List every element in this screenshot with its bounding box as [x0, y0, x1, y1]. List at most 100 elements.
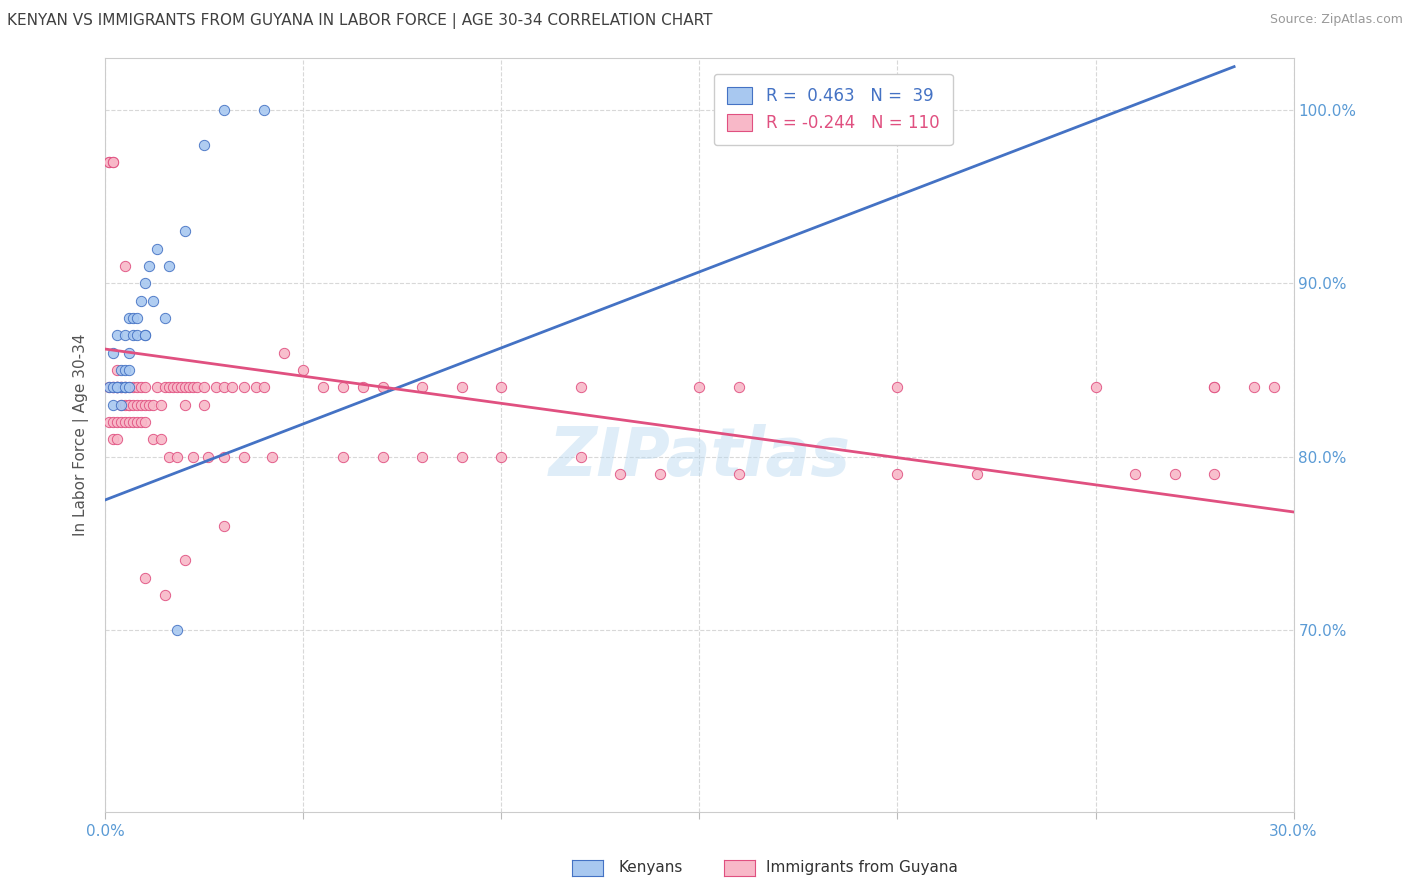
Point [162, 380, 184, 394]
Point [103, 345, 125, 359]
Point [371, 450, 394, 464]
Point [609, 467, 631, 481]
Point [129, 398, 152, 412]
Point [157, 380, 180, 394]
Point [170, 380, 193, 394]
Point [122, 415, 145, 429]
Point [173, 380, 195, 394]
Point [105, 363, 128, 377]
Point [193, 380, 215, 394]
Point [1204, 380, 1226, 394]
Point [114, 328, 136, 343]
Point [728, 467, 751, 481]
Point [966, 467, 988, 481]
Point [1243, 380, 1265, 394]
Point [110, 398, 132, 412]
Point [103, 380, 125, 394]
Point [105, 380, 128, 394]
Point [214, 103, 236, 117]
Point [1123, 467, 1146, 481]
Point [118, 415, 141, 429]
Point [103, 415, 125, 429]
Point [1204, 380, 1226, 394]
Point [105, 380, 128, 394]
Point [110, 380, 132, 394]
Point [114, 380, 136, 394]
Point [450, 450, 472, 464]
Point [127, 310, 149, 325]
Point [114, 380, 136, 394]
Point [105, 415, 128, 429]
Point [173, 553, 195, 567]
Point [103, 432, 125, 446]
Point [138, 259, 160, 273]
Point [214, 450, 236, 464]
Point [114, 363, 136, 377]
Point [110, 415, 132, 429]
Point [260, 450, 283, 464]
Point [105, 380, 128, 394]
Point [149, 398, 172, 412]
Point [193, 398, 215, 412]
Point [103, 398, 125, 412]
Point [186, 380, 208, 394]
Point [886, 380, 908, 394]
Point [127, 380, 149, 394]
Point [214, 380, 236, 394]
Point [118, 398, 141, 412]
Point [142, 293, 165, 308]
Point [411, 450, 433, 464]
Point [1084, 380, 1107, 394]
Point [118, 345, 141, 359]
Point [245, 380, 267, 394]
Point [127, 328, 149, 343]
Point [110, 363, 132, 377]
Point [273, 345, 295, 359]
Point [491, 450, 513, 464]
Point [98, 380, 121, 394]
Point [157, 450, 180, 464]
Point [173, 224, 195, 238]
Point [332, 450, 354, 464]
Point [146, 380, 169, 394]
Point [166, 623, 188, 637]
Point [149, 432, 172, 446]
Point [122, 310, 145, 325]
Point [153, 310, 176, 325]
Text: ZIPatlas: ZIPatlas [548, 425, 851, 491]
Point [1263, 380, 1285, 394]
Point [233, 450, 256, 464]
Point [103, 155, 125, 169]
Point [886, 467, 908, 481]
Point [114, 415, 136, 429]
Point [166, 450, 188, 464]
Point [110, 380, 132, 394]
Text: KENYAN VS IMMIGRANTS FROM GUYANA IN LABOR FORCE | AGE 30-34 CORRELATION CHART: KENYAN VS IMMIGRANTS FROM GUYANA IN LABO… [7, 13, 713, 29]
Point [153, 588, 176, 602]
Point [181, 380, 204, 394]
Point [134, 398, 156, 412]
Point [134, 328, 156, 343]
Point [157, 259, 180, 273]
Point [205, 380, 228, 394]
Point [118, 380, 141, 394]
Point [134, 380, 156, 394]
Point [134, 328, 156, 343]
Point [352, 380, 374, 394]
Point [118, 398, 141, 412]
Point [146, 242, 169, 256]
Point [105, 380, 128, 394]
Point [153, 380, 176, 394]
Point [114, 380, 136, 394]
Point [1204, 467, 1226, 481]
Point [105, 380, 128, 394]
Point [648, 467, 671, 481]
Text: Immigrants from Guyana: Immigrants from Guyana [766, 860, 957, 874]
Point [98, 415, 121, 429]
Point [134, 415, 156, 429]
Point [450, 380, 472, 394]
Point [122, 328, 145, 343]
Point [491, 380, 513, 394]
Point [181, 450, 204, 464]
Point [166, 380, 188, 394]
